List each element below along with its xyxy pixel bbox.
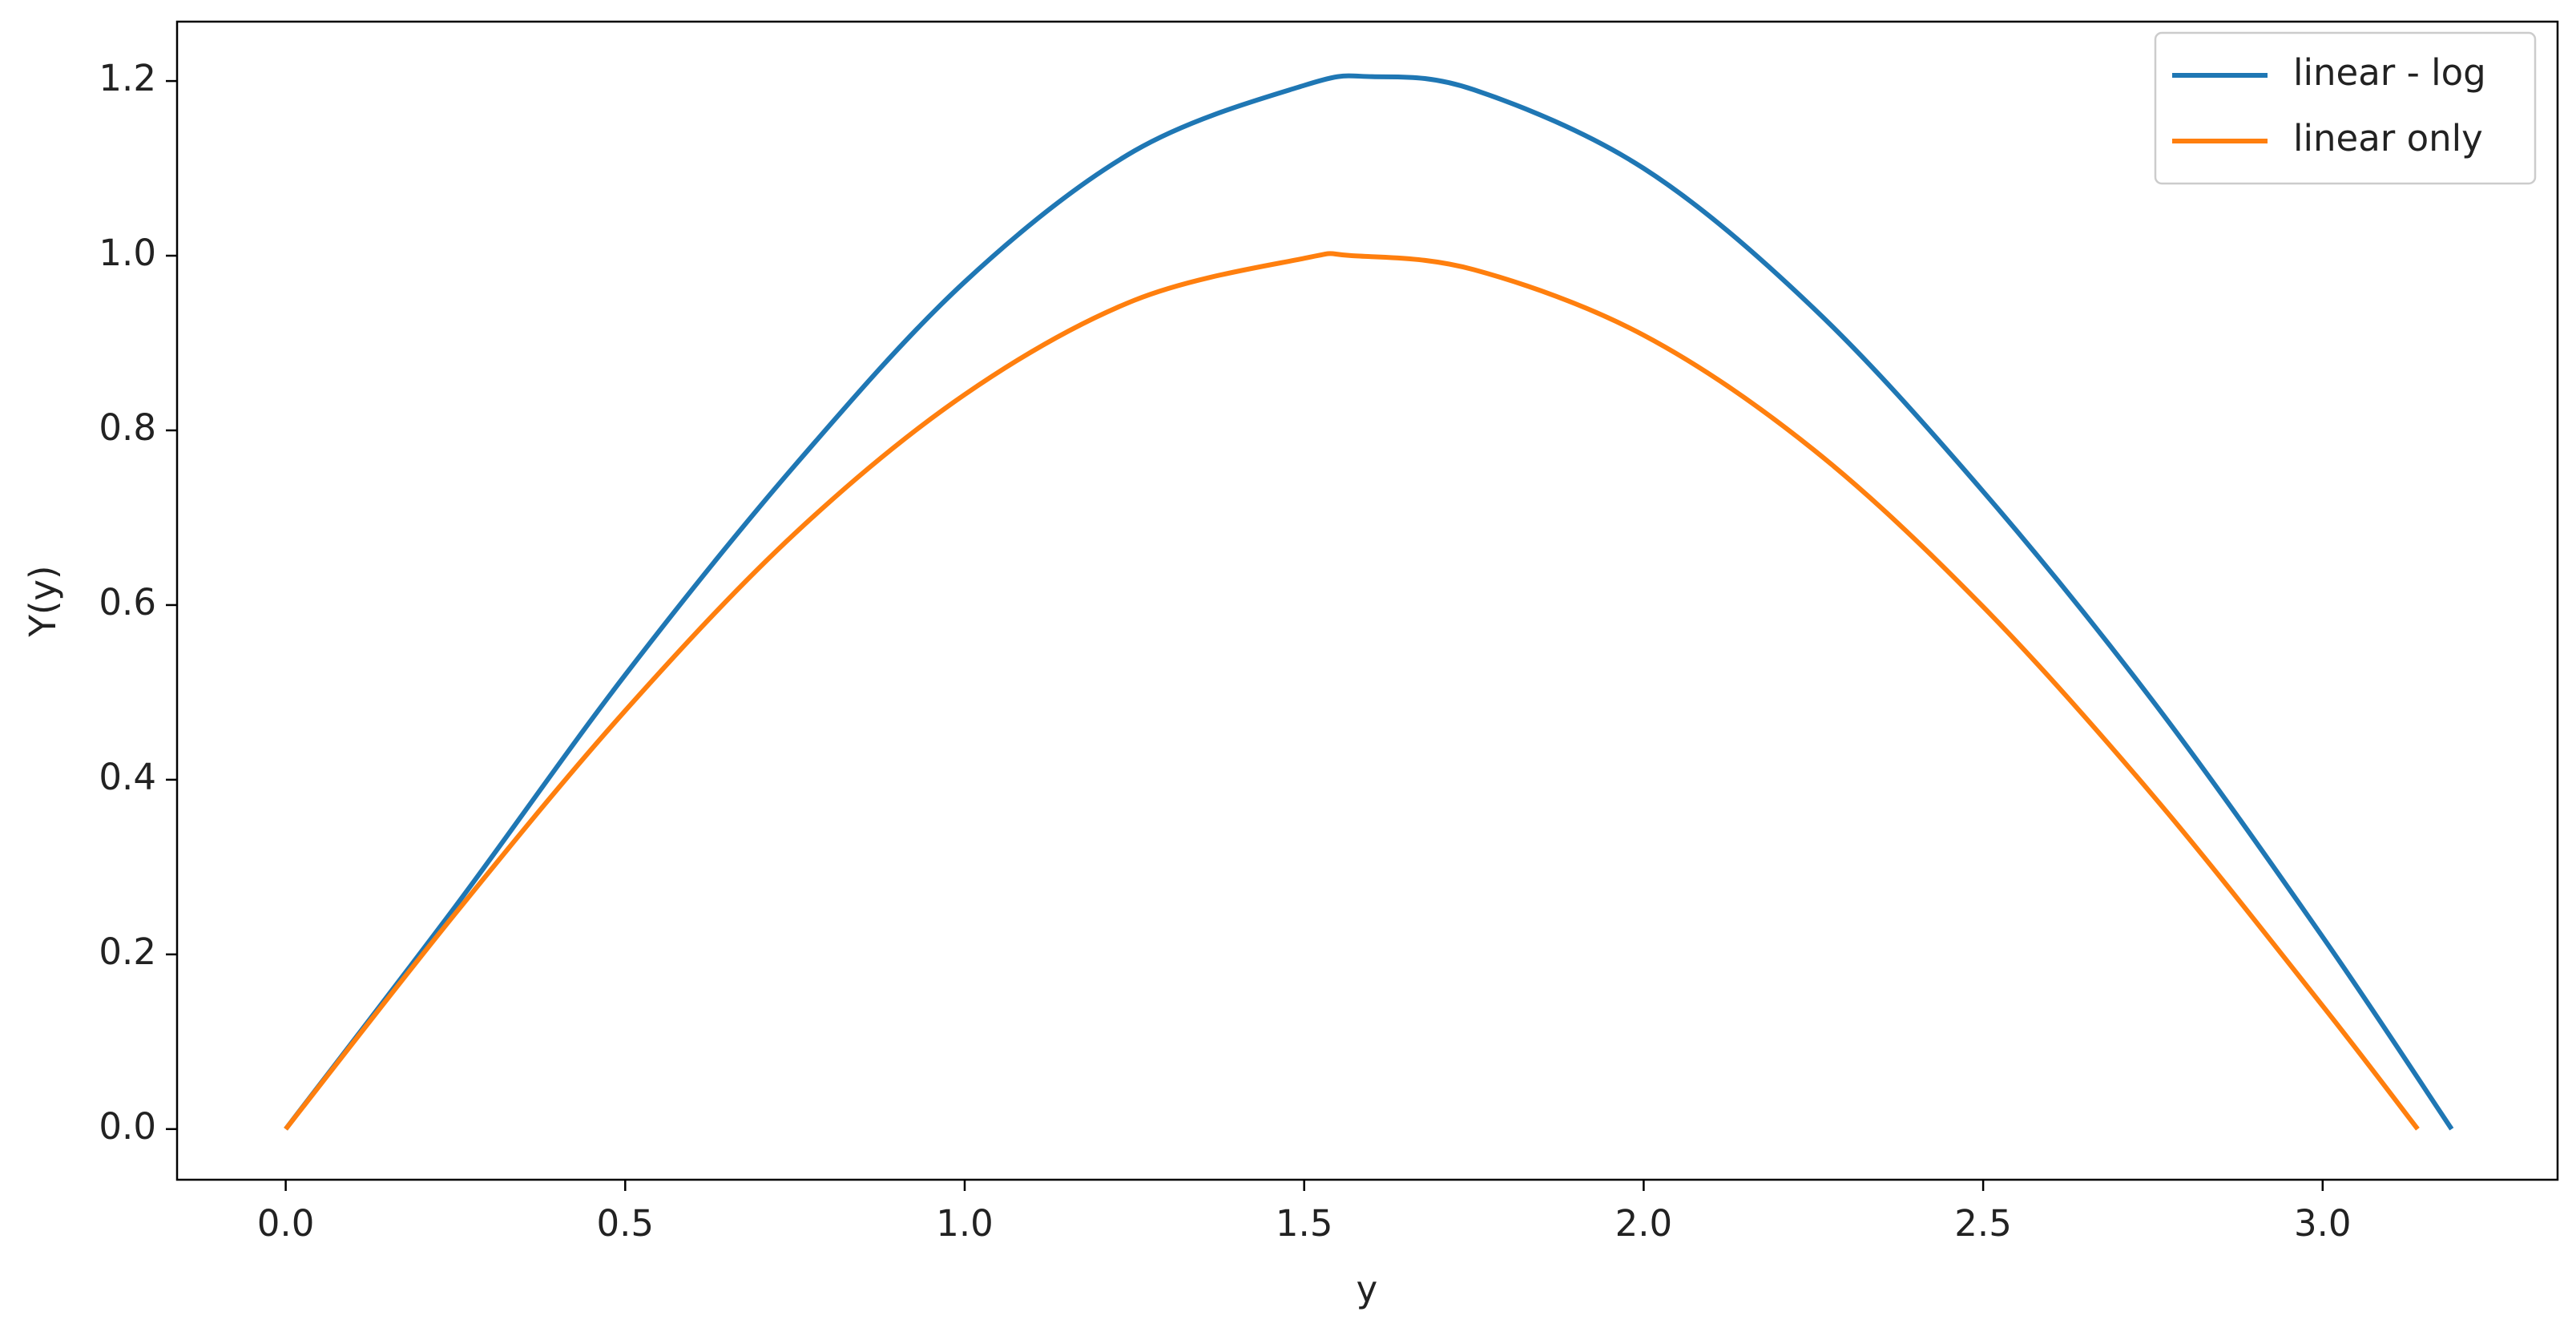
- plot-frame: [175, 20, 2559, 1181]
- line-series: [284, 73, 2454, 1131]
- y-tick-label: 0.0: [99, 1105, 156, 1148]
- y-tick-label: 0.2: [99, 930, 156, 973]
- x-tick-label: 0.0: [257, 1202, 315, 1245]
- x-tick-label: 2.0: [1615, 1202, 1673, 1245]
- x-tick-label: 3.0: [2294, 1202, 2352, 1245]
- line-series: [284, 251, 2420, 1131]
- y-tick-label: 0.4: [99, 756, 156, 798]
- legend-box: [2154, 31, 2537, 185]
- legend-label: linear only: [2293, 117, 2483, 159]
- y-tick-label: 0.8: [99, 406, 156, 449]
- x-axis-label: y: [1357, 1268, 1378, 1310]
- x-tick-label: 1.0: [936, 1202, 994, 1245]
- x-tick-label: 1.5: [1276, 1202, 1333, 1245]
- y-tick-label: 0.6: [99, 581, 156, 624]
- y-axis-label: Y(y): [22, 565, 64, 637]
- x-tick-label: 0.5: [596, 1202, 654, 1245]
- x-tick-label: 2.5: [1954, 1202, 2012, 1245]
- legend-label: linear - log: [2293, 51, 2486, 94]
- y-tick-label: 1.2: [99, 57, 156, 99]
- y-tick-label: 1.0: [99, 232, 156, 274]
